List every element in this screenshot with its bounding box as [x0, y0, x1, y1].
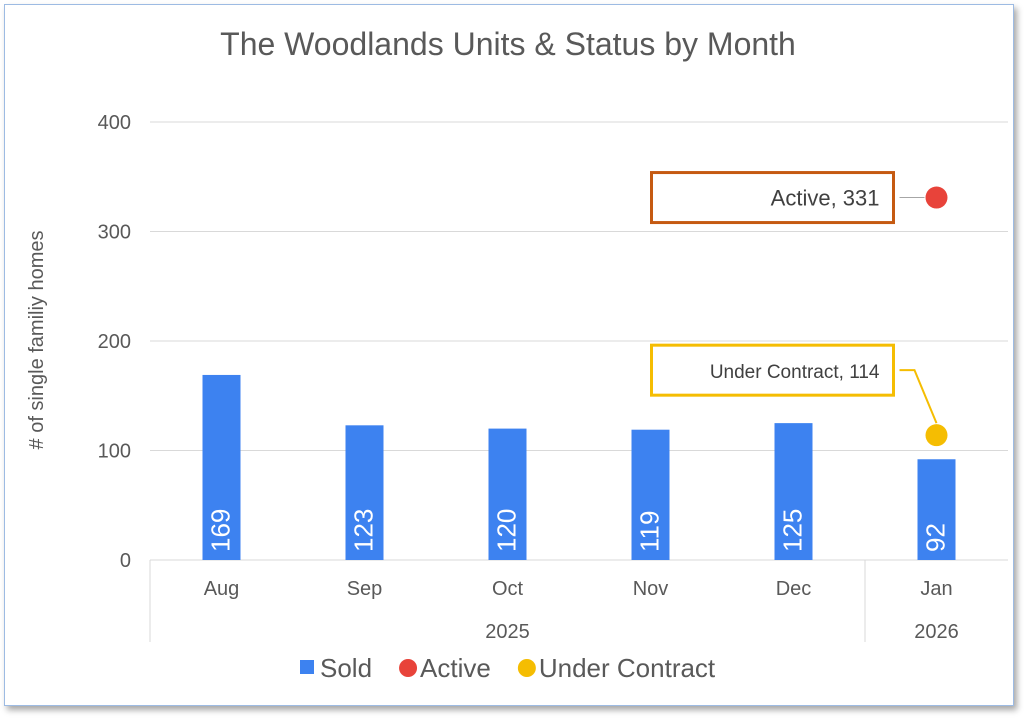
- point-series: Active, 331 Under Contract, 114: [650, 171, 948, 447]
- chart-title: The Woodlands Units & Status by Month: [220, 26, 796, 62]
- y-tick-label: 100: [98, 441, 131, 463]
- x-tick-label: Jan: [920, 578, 952, 600]
- bar-series-sold: 169 123 120 119 125 92: [202, 374, 956, 560]
- y-tick-label: 400: [98, 112, 131, 134]
- bar-sold-oct: [488, 428, 527, 560]
- x-group-label: 2025: [485, 621, 530, 643]
- callout-box: [650, 343, 895, 397]
- bar-sold-jan: [917, 459, 956, 560]
- x-tick-label: Dec: [776, 578, 812, 600]
- legend-marker-active: [399, 659, 418, 677]
- point-under-contract: [925, 424, 948, 447]
- callout-box: [650, 171, 895, 225]
- bar-data-label: 92: [921, 523, 951, 552]
- bar-sold-nov: [631, 429, 670, 560]
- bar-data-label: 119: [635, 511, 665, 552]
- y-axis-ticks: 0 100 200 300 400: [98, 112, 131, 572]
- legend: Sold Active Under Contract: [300, 653, 716, 683]
- legend-label: Sold: [320, 653, 372, 683]
- bar-sold-sep: [345, 425, 384, 560]
- bar-data-label: 123: [349, 509, 379, 552]
- x-tick-label: Aug: [204, 578, 240, 600]
- x-tick-label: Sep: [347, 578, 383, 600]
- bar-data-label: 125: [778, 509, 808, 552]
- bar-data-label: 120: [492, 509, 522, 552]
- callout-text: Under Contract, 114: [710, 362, 880, 383]
- x-tick-label: Oct: [492, 578, 524, 600]
- callout-text: Active, 331: [771, 186, 880, 211]
- x-group-label: 2026: [914, 621, 959, 643]
- legend-label: Under Contract: [539, 653, 716, 683]
- bar-sold-aug: [202, 374, 241, 560]
- bar-sold-dec: [774, 423, 813, 560]
- legend-marker-sold: [300, 660, 314, 674]
- legend-label: Active: [420, 653, 491, 683]
- bar-data-label: 169: [206, 509, 236, 552]
- point-active: [925, 186, 948, 209]
- y-tick-label: 300: [98, 222, 131, 244]
- x-axis: Aug Sep Oct Nov Dec Jan 2025 2026: [149, 560, 959, 643]
- legend-marker-under-contract: [517, 659, 536, 677]
- callout-leader: [899, 369, 938, 424]
- y-tick-label: 0: [120, 550, 131, 572]
- y-tick-label: 200: [98, 331, 131, 353]
- y-axis-label: # of single familiy homes: [26, 231, 48, 450]
- x-tick-label: Nov: [633, 578, 669, 600]
